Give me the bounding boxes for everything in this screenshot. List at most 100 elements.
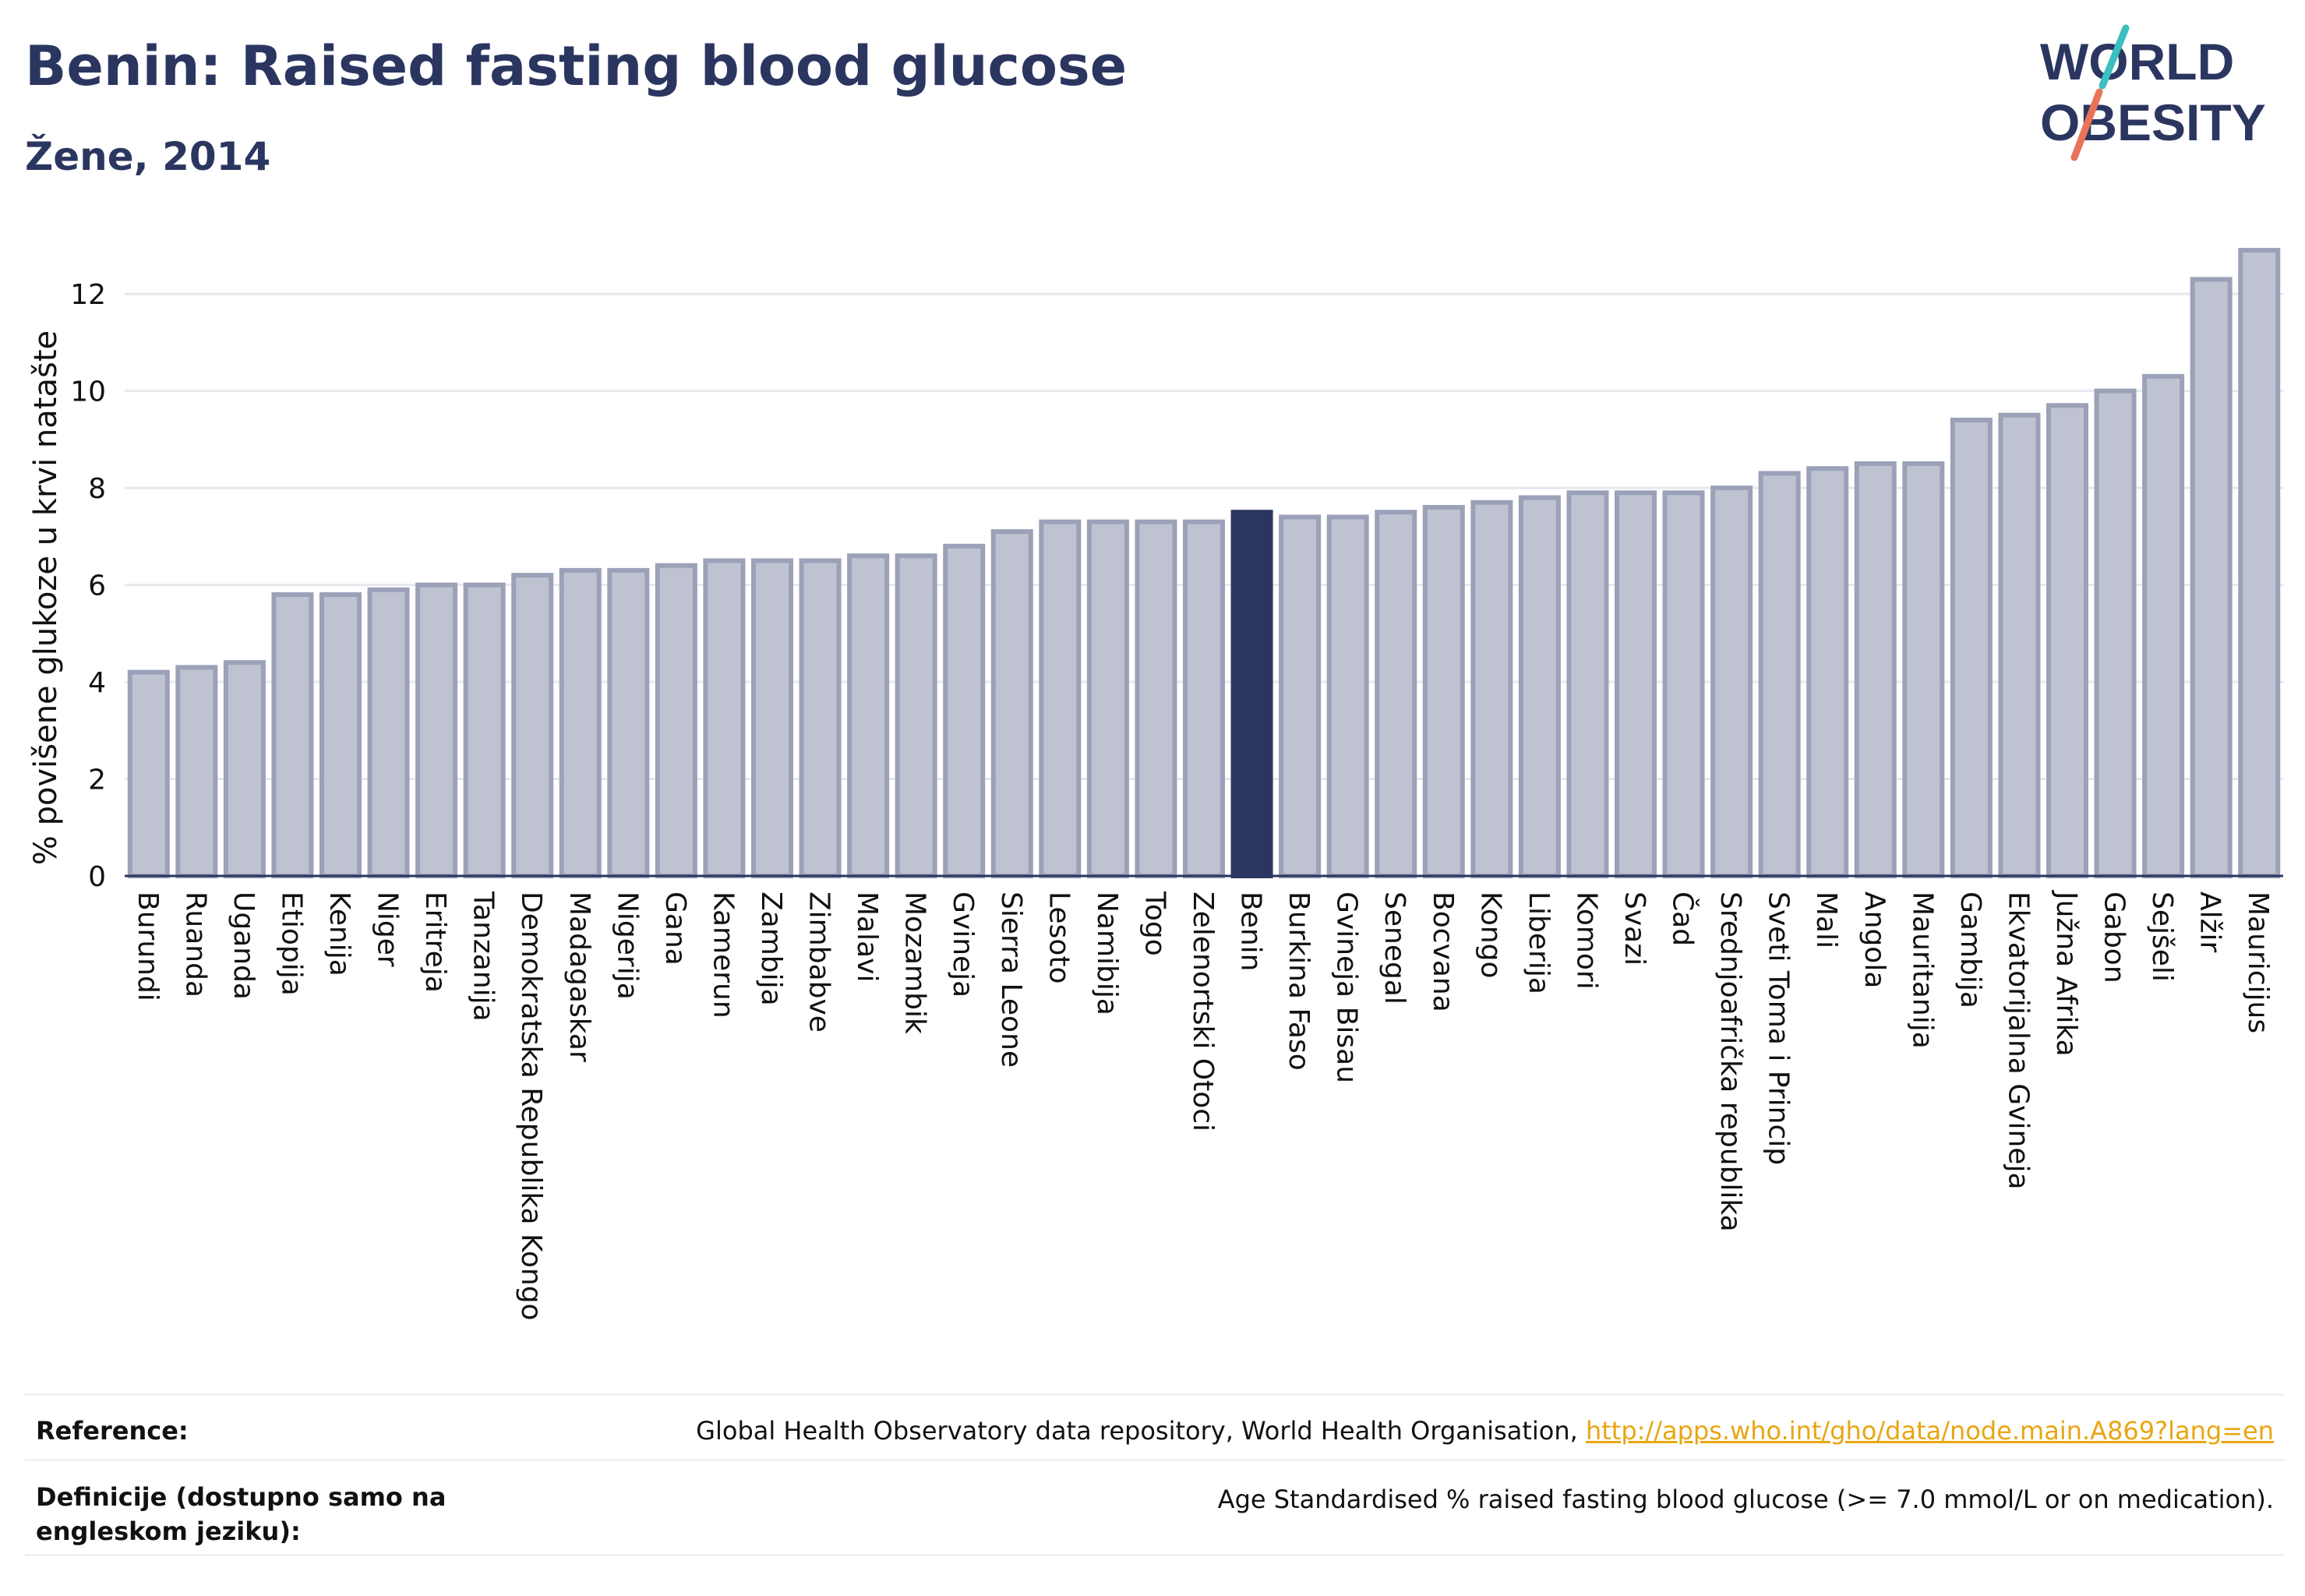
reference-link[interactable]: http://apps.who.int/gho/data/node.main.A… <box>1585 1416 2274 1446</box>
x-tick-label: Lesoto <box>1043 892 1075 984</box>
bar <box>847 553 890 878</box>
bar <box>1902 461 1945 878</box>
bar <box>1039 519 1082 879</box>
x-tick-label: Sierra Leone <box>995 892 1027 1068</box>
x-tick-label: Tanzanija <box>468 891 499 1022</box>
x-tick-label: Kenija <box>323 892 355 976</box>
bar <box>1998 412 2041 878</box>
bar <box>703 558 746 878</box>
bar <box>1279 514 1322 879</box>
bar <box>990 529 1033 878</box>
bar <box>223 660 266 878</box>
y-tick-label: 12 <box>70 279 106 311</box>
x-tick-label: Gambija <box>1954 892 1986 1008</box>
x-tick-label: Burundi <box>132 892 164 1001</box>
x-tick-label: Mauricijus <box>2242 892 2274 1033</box>
x-tick-label: Srednjoafrička republika <box>1714 892 1746 1232</box>
x-tick-label: Ruanda <box>179 892 211 998</box>
bar <box>1470 500 1513 878</box>
bar <box>750 558 794 878</box>
logo-slash-teal <box>2099 24 2130 90</box>
bar <box>415 582 458 878</box>
bar <box>655 563 697 878</box>
x-tick-label: Senegal <box>1378 892 1410 1005</box>
x-tick-label: Namibija <box>1091 892 1123 1015</box>
definition-label: Definicije (dostupno samo na engleskom j… <box>36 1482 447 1546</box>
bar <box>1806 466 1849 878</box>
x-tick-label: Zimbabve <box>803 892 835 1033</box>
y-axis-label: % povišene glukoze u krvi natašte <box>28 330 64 865</box>
definition-text: Age Standardised % raised fasting blood … <box>1217 1485 2274 1514</box>
reference-row: Reference: Global Health Observatory dat… <box>25 1393 2285 1461</box>
bar <box>2238 248 2281 879</box>
bar <box>1182 519 1226 879</box>
x-tick-label: Liberija <box>1523 892 1555 994</box>
x-tick-label: Madagaskar <box>563 892 595 1062</box>
bar <box>1135 519 1177 879</box>
footer-bottom-border <box>25 1554 2285 1558</box>
x-tick-label: Komori <box>1570 892 1602 990</box>
reference-text: Global Health Observatory data repositor… <box>696 1416 2274 1446</box>
x-tick-label: Gabon <box>2099 892 2130 983</box>
x-tick-label: Malavi <box>851 892 883 983</box>
y-tick-label: 2 <box>88 764 106 796</box>
bar <box>367 587 410 878</box>
x-tick-label: Zelenortski Otoci <box>1187 892 1219 1132</box>
x-tick-label: Demokratska Republika Kongo <box>515 892 547 1321</box>
y-tick-label: 6 <box>88 570 106 602</box>
bar <box>2094 388 2137 878</box>
bar <box>1758 471 1801 878</box>
bar <box>1230 510 1273 879</box>
x-tick-label: Sejšeli <box>2146 892 2178 982</box>
x-tick-label: Južna Afrika <box>2050 890 2082 1057</box>
x-tick-label: Eritreja <box>419 892 451 993</box>
bar <box>127 669 170 878</box>
bar <box>943 543 986 878</box>
chart-subtitle: Žene, 2014 <box>25 134 271 179</box>
x-tick-label: Sveti Toma i Princip <box>1763 892 1795 1165</box>
x-tick-label: Kongo <box>1474 892 1506 979</box>
x-tick-label: Ekvatorijalna Gvineja <box>2002 892 2034 1190</box>
x-tick-label: Togo <box>1138 891 1170 956</box>
bar <box>2142 373 2185 878</box>
bar <box>1710 486 1753 878</box>
x-tick-label: Angola <box>1858 892 1890 988</box>
x-tick-label: Etiopija <box>275 892 307 996</box>
world-obesity-logo: WORLD OBESITY <box>2040 24 2266 161</box>
x-tick-label: Gvineja Bisau <box>1331 892 1363 1083</box>
x-tick-label: Uganda <box>228 892 259 1000</box>
bar <box>463 582 506 878</box>
bar <box>175 665 218 878</box>
y-tick-label: 8 <box>88 473 106 505</box>
x-tick-label: Zambija <box>755 892 787 1006</box>
bar <box>2190 277 2233 878</box>
x-tick-label: Kamerun <box>707 892 739 1019</box>
bar <box>319 592 362 879</box>
x-tick-label: Niger <box>372 892 404 967</box>
bar <box>1422 504 1465 878</box>
bar <box>607 567 650 878</box>
logo-line1: WORLD <box>2040 33 2234 90</box>
x-tick-label: Čad <box>1667 892 1700 946</box>
logo-slash-coral <box>2070 88 2103 161</box>
bar <box>1326 514 1369 879</box>
x-tick-label: Svazi <box>1618 892 1650 966</box>
bar <box>1518 495 1561 878</box>
reference-label: Reference: <box>36 1416 189 1446</box>
x-tick-label: Gvineja <box>947 892 979 998</box>
bar <box>1375 510 1417 879</box>
reference-source: Global Health Observatory data repositor… <box>696 1416 1586 1446</box>
x-tick-label: Mauritanija <box>1906 892 1938 1049</box>
bar <box>1614 490 1657 878</box>
bar <box>271 592 314 879</box>
definition-row: Definicije (dostupno samo na engleskom j… <box>25 1459 2285 1556</box>
y-tick-label: 0 <box>88 861 106 893</box>
bar <box>895 553 937 878</box>
y-tick-label: 10 <box>70 376 106 408</box>
bar <box>1854 461 1897 878</box>
x-tick-label: Mali <box>1810 892 1842 948</box>
bar <box>1086 519 1129 879</box>
chart-title: Benin: Raised fasting blood glucose <box>25 34 1128 98</box>
bar <box>2046 403 2089 878</box>
bar <box>1662 490 1705 878</box>
